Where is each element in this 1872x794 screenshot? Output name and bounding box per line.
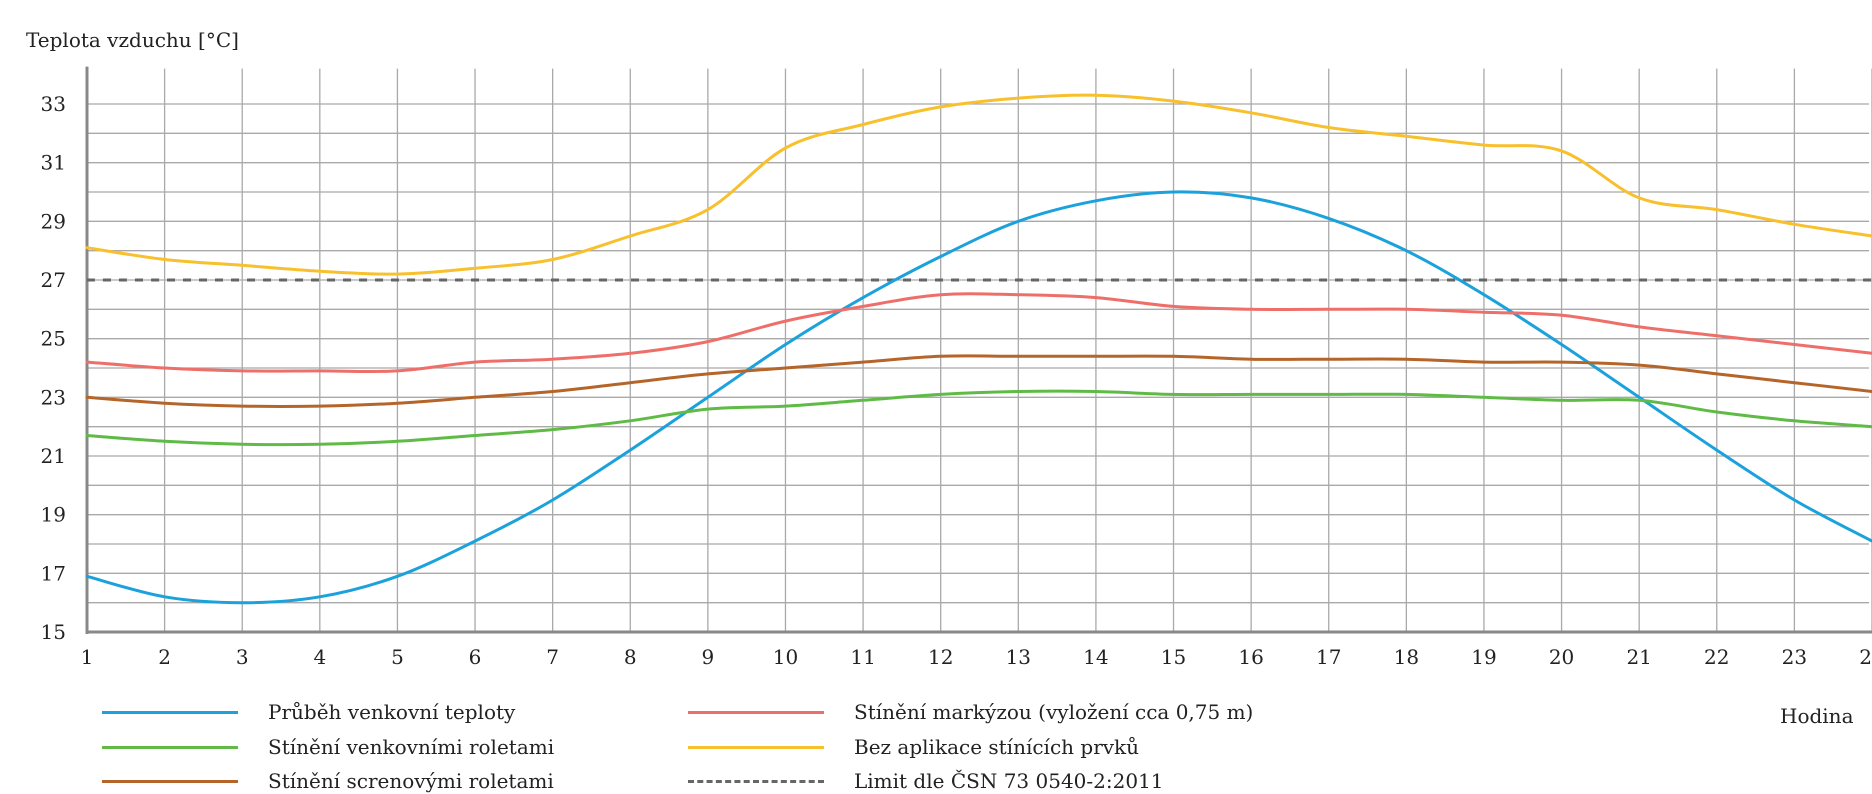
axes [85, 66, 1872, 634]
series-line-4 [85, 292, 1872, 374]
y-tick-label: 27 [41, 268, 66, 292]
series-lines [85, 93, 1872, 605]
series-line-5 [85, 93, 1872, 276]
y-tick-label: 31 [41, 151, 66, 175]
y-tick-label: 29 [41, 209, 66, 233]
x-tick-label: 23 [1782, 645, 1807, 669]
y-axis-title: Teplota vzduchu [°C] [26, 28, 239, 52]
x-tick-label: 18 [1394, 645, 1419, 669]
x-axis-title: Hodina [1780, 704, 1854, 728]
y-tick-label: 19 [41, 503, 66, 527]
x-tick-label: 3 [236, 645, 249, 669]
series-line-3 [85, 354, 1872, 408]
y-tick-label: 21 [41, 444, 66, 468]
y-tick-label: 17 [41, 561, 66, 585]
x-tick-label: 21 [1626, 645, 1651, 669]
x-tick-label: 24 [1859, 645, 1872, 669]
x-tick-labels: 123456789101112131415161718192021222324 [81, 645, 1872, 669]
y-tick-label: 15 [41, 620, 66, 644]
x-tick-label: 9 [702, 645, 715, 669]
x-tick-label: 12 [928, 645, 953, 669]
x-tick-label: 6 [469, 645, 482, 669]
x-tick-label: 22 [1704, 645, 1729, 669]
x-tick-label: 4 [313, 645, 326, 669]
x-tick-label: 13 [1006, 645, 1031, 669]
x-tick-label: 8 [624, 645, 637, 669]
y-tick-label: 33 [41, 92, 66, 116]
x-tick-label: 5 [391, 645, 404, 669]
x-tick-label: 10 [773, 645, 798, 669]
x-tick-label: 14 [1083, 645, 1108, 669]
x-tick-label: 11 [850, 645, 875, 669]
x-tick-label: 1 [81, 645, 94, 669]
x-tick-label: 20 [1549, 645, 1574, 669]
y-tick-labels: 15 17 19 21 23 25 27 29 31 33 [41, 92, 66, 644]
y-tick-label: 23 [41, 385, 66, 409]
x-tick-label: 19 [1471, 645, 1496, 669]
x-tick-label: 2 [158, 645, 171, 669]
y-tick-label: 25 [41, 327, 66, 351]
x-tick-label: 15 [1161, 645, 1186, 669]
x-tick-label: 7 [546, 645, 559, 669]
x-tick-label: 16 [1238, 645, 1263, 669]
series-line-2 [85, 389, 1872, 447]
series-line-1 [85, 190, 1872, 605]
x-tick-label: 17 [1316, 645, 1341, 669]
grid [86, 68, 1872, 633]
